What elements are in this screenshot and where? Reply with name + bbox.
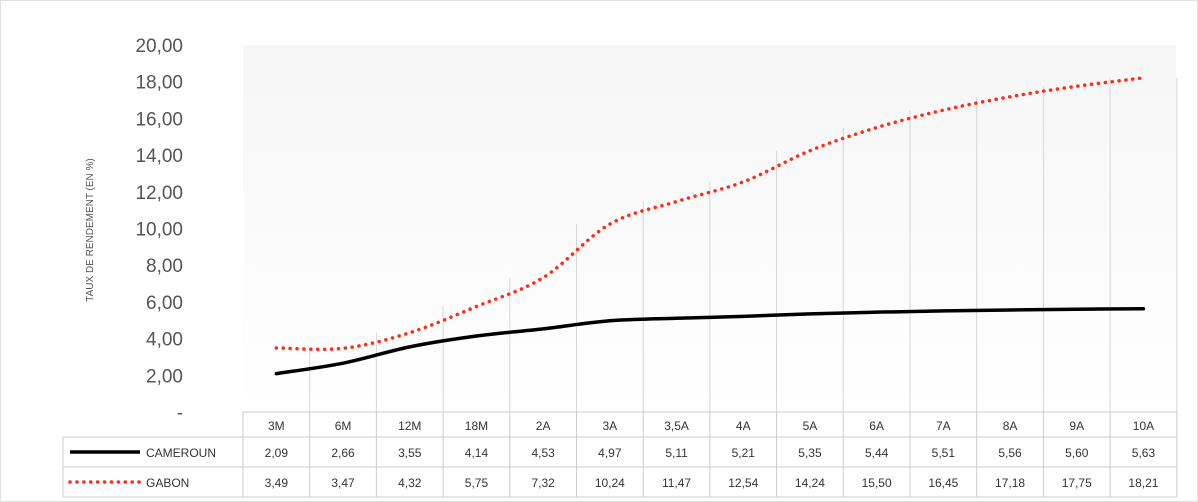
x-category-label: 7A [936, 419, 951, 433]
x-category-label: 12M [398, 419, 421, 433]
data-value-cell: 16,45 [928, 476, 958, 490]
data-value-cell: 4,53 [531, 446, 555, 460]
y-tick-label: 10,00 [135, 220, 183, 241]
data-value-cell: 3,55 [398, 446, 422, 460]
y-axis: - 2,00 4,00 6,00 8,00 10,00 12,00 14,00 16,00 18,… [135, 36, 183, 424]
series-line-gabon [274, 76, 1146, 352]
data-value-cell: 5,60 [1065, 446, 1089, 460]
data-value-cell: 5,44 [865, 446, 889, 460]
data-value-cell: 5,11 [665, 446, 688, 460]
data-value-cell: 4,97 [598, 446, 622, 460]
x-category-label: 3,5A [664, 419, 689, 433]
x-category-label: 18M [465, 419, 488, 433]
data-value-cell: 4,14 [465, 446, 489, 460]
legend-label-cameroun: CAMEROUN [146, 446, 216, 460]
data-value-cell: 17,18 [995, 476, 1025, 490]
data-value-cell: 17,75 [1062, 476, 1092, 490]
data-value-cell: 5,56 [998, 446, 1022, 460]
y-tick-label: 18,00 [135, 73, 183, 94]
data-value-cell: 2,66 [331, 446, 355, 460]
data-value-cell: 10,24 [595, 476, 625, 490]
x-category-label: 4A [736, 419, 751, 433]
x-category-label: 3M [268, 419, 285, 433]
y-tick-label: 2,00 [146, 366, 183, 387]
x-category-label: 6A [869, 419, 884, 433]
data-value-cell: 14,24 [795, 476, 825, 490]
data-value-cell: 5,51 [932, 446, 956, 460]
x-category-label: 2A [536, 419, 551, 433]
x-category-label: 10A [1133, 419, 1154, 433]
data-value-cell: 12,54 [728, 476, 758, 490]
y-tick-label: 4,00 [146, 330, 183, 351]
x-category-label: 5A [803, 419, 818, 433]
x-category-label: 8A [1003, 419, 1018, 433]
data-value-cell: 7,32 [531, 476, 555, 490]
y-tick-label: 16,00 [135, 109, 183, 130]
x-category-label: 9A [1069, 419, 1084, 433]
data-value-cell: 5,21 [732, 446, 756, 460]
data-value-cell: 5,75 [465, 476, 489, 490]
data-value-cell: 5,63 [1132, 446, 1156, 460]
legend-label-gabon: GABON [146, 476, 189, 490]
data-value-cell: 4,32 [398, 476, 422, 490]
y-tick-label: 12,00 [135, 183, 183, 204]
data-value-cell: 18,21 [1128, 476, 1158, 490]
y-tick-label: 14,00 [135, 146, 183, 167]
data-value-cell: 3,49 [265, 476, 289, 490]
y-tick-label: - [177, 403, 183, 424]
y-axis-label: TAUX DE RENDEMENT (EN %) [85, 158, 96, 302]
data-value-cell: 5,35 [798, 446, 822, 460]
y-tick-label: 8,00 [146, 256, 183, 277]
data-table: 3M 6M 12M 18M 2A 3A 3,5A 4A 5A 6A 7A 8A 9A 10A CAMEROU… [62, 411, 1178, 498]
vertical-gridlines [309, 77, 1178, 412]
x-category-label: 3A [603, 419, 618, 433]
y-tick-label: 20,00 [135, 36, 183, 57]
data-value-cell: 11,47 [662, 476, 691, 490]
data-value-cell: 3,47 [331, 476, 355, 490]
x-category-label: 6M [335, 419, 352, 433]
data-value-cell: 15,50 [862, 476, 892, 490]
data-value-cell: 2,09 [265, 446, 289, 460]
y-tick-label: 6,00 [146, 293, 183, 314]
series-line-cameroun [274, 306, 1146, 376]
series-lines [274, 76, 1146, 376]
